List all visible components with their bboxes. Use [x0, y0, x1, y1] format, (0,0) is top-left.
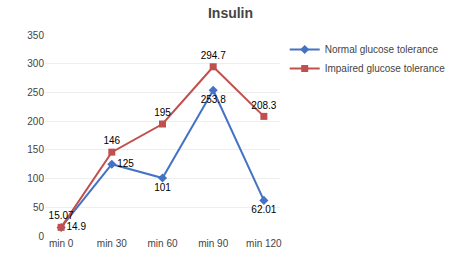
svg-text:15.07: 15.07 [49, 210, 74, 221]
svg-text:200: 200 [27, 116, 44, 127]
svg-text:250: 250 [27, 87, 44, 98]
svg-text:300: 300 [27, 58, 44, 69]
svg-text:100: 100 [27, 173, 44, 184]
svg-text:min 120: min 120 [246, 238, 282, 249]
svg-text:125: 125 [117, 158, 134, 169]
svg-text:Insulin: Insulin [208, 5, 253, 21]
svg-text:Impaired glucose tolerance: Impaired glucose tolerance [325, 63, 446, 74]
svg-text:50: 50 [33, 202, 45, 213]
svg-text:146: 146 [103, 135, 120, 146]
svg-text:14.9: 14.9 [66, 221, 86, 232]
svg-text:253.8: 253.8 [201, 94, 226, 105]
svg-text:101: 101 [154, 182, 171, 193]
svg-text:min 90: min 90 [198, 238, 228, 249]
svg-text:min 60: min 60 [147, 238, 177, 249]
svg-text:195: 195 [154, 107, 171, 118]
svg-text:150: 150 [27, 144, 44, 155]
svg-text:294.7: 294.7 [201, 50, 226, 61]
svg-text:min 30: min 30 [97, 238, 127, 249]
svg-text:350: 350 [27, 30, 44, 41]
svg-text:208.3: 208.3 [251, 100, 276, 111]
svg-text:min 0: min 0 [49, 238, 74, 249]
svg-text:0: 0 [38, 231, 44, 242]
svg-text:Normal glucose tolerance: Normal glucose tolerance [325, 44, 439, 55]
svg-text:62.01: 62.01 [251, 204, 276, 215]
